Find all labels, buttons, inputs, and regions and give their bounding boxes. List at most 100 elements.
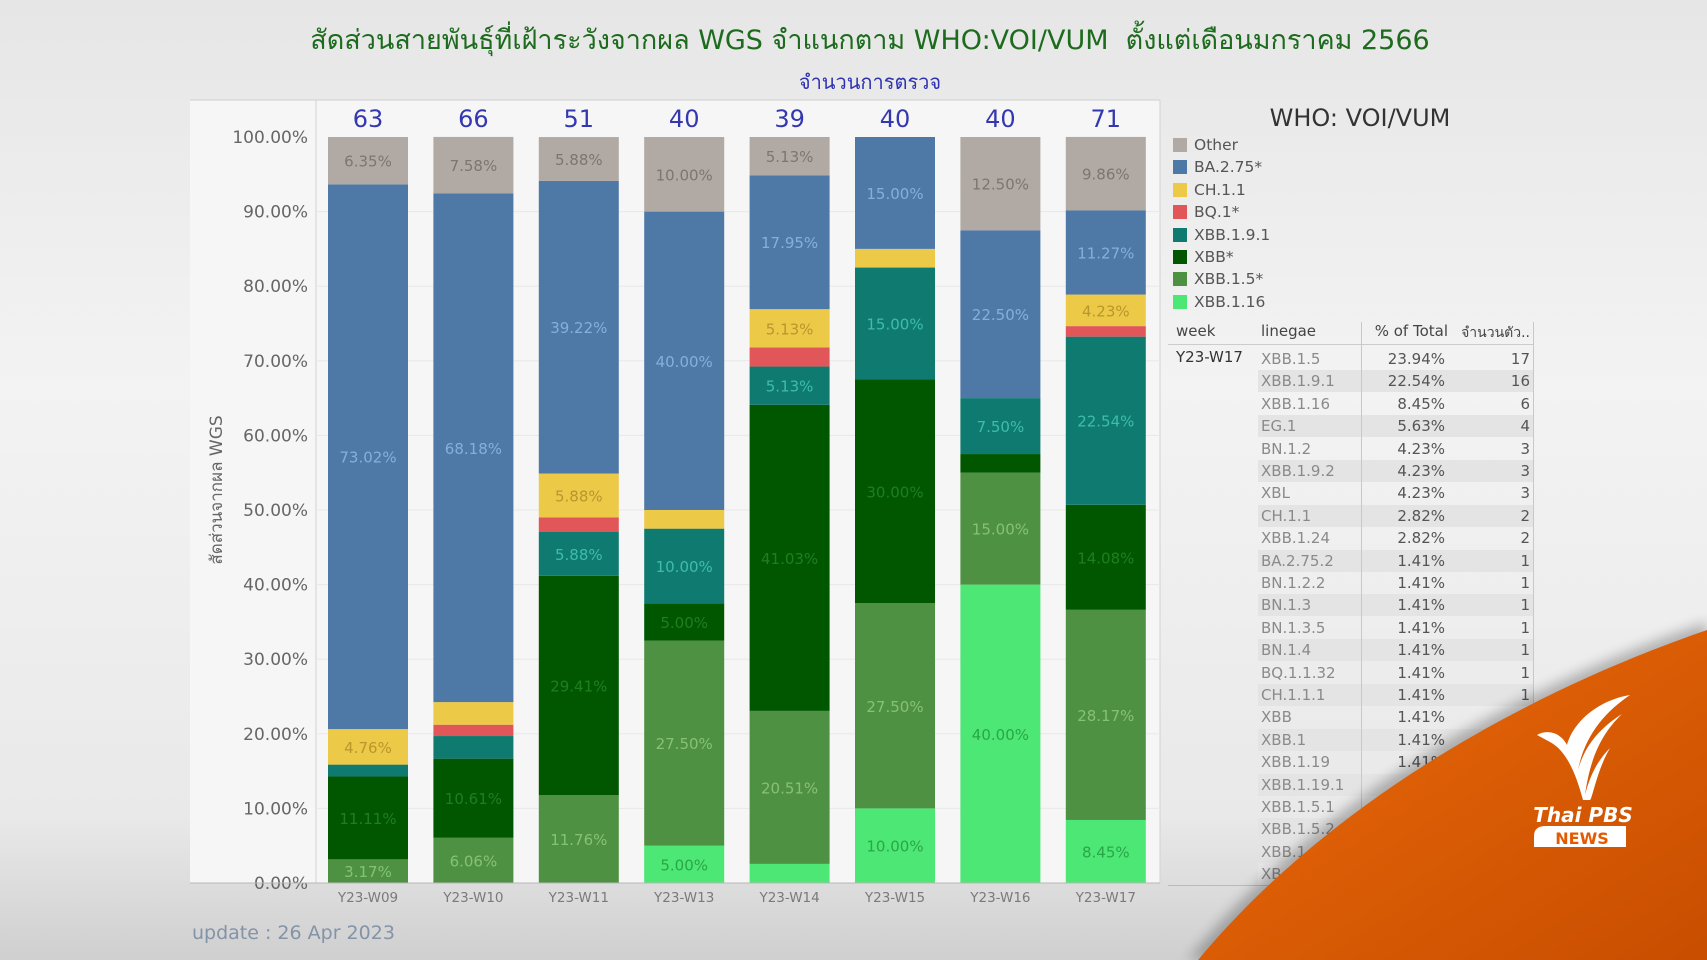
table-row: EG.1 5.63% 4 [1258, 415, 1534, 438]
legend-item[interactable]: XBB.1.16 [1173, 292, 1265, 312]
data-label: 5.88% [555, 151, 603, 169]
bar-segment[interactable] [644, 603, 725, 641]
lineage-cell: XBB.1.9.2 [1261, 462, 1335, 480]
bar-segment[interactable] [749, 175, 830, 310]
bar-segment[interactable] [1065, 326, 1146, 337]
bar-segment[interactable] [433, 758, 514, 838]
legend-item[interactable]: BQ.1* [1173, 202, 1239, 222]
bar-segment[interactable] [644, 640, 725, 846]
bar-segment[interactable] [328, 764, 408, 777]
data-label: 10.00% [656, 558, 713, 576]
bar-segment[interactable] [1065, 819, 1146, 883]
bar-segment[interactable] [1065, 609, 1146, 820]
data-label: 10.00% [866, 838, 923, 856]
bar-segment[interactable] [328, 729, 408, 765]
data-label: 6.06% [450, 852, 498, 870]
bar-segment[interactable] [1065, 294, 1146, 327]
bar-segment[interactable] [433, 136, 514, 194]
bar-segment[interactable] [749, 366, 830, 405]
legend-item[interactable]: XBB* [1173, 247, 1234, 267]
pct-cell: 22.54% [1387, 372, 1445, 391]
table-bottom-border [1168, 885, 1534, 886]
bar-segment[interactable] [855, 379, 935, 604]
pct-cell: 1.41% [1397, 730, 1445, 749]
bar-segment[interactable] [1065, 136, 1146, 211]
bar-segment[interactable] [749, 137, 830, 176]
bar-segment[interactable] [749, 863, 830, 883]
y-tick-label: 40.00% [243, 576, 308, 596]
count-cell: 17 [1510, 350, 1530, 368]
count-cell: 1 [1520, 574, 1530, 592]
bar-segment[interactable] [749, 710, 830, 864]
bar-segment[interactable] [538, 575, 619, 796]
table-row: BA.2.75.2 1.41% 1 [1258, 549, 1534, 572]
bar-segment[interactable] [538, 473, 619, 518]
bar-segment[interactable] [855, 603, 935, 809]
y-tick-label: 10.00% [243, 799, 308, 819]
bar-segment[interactable] [328, 137, 408, 185]
bar-segment[interactable] [644, 528, 725, 604]
bar-segment[interactable] [538, 137, 619, 181]
bar-segment[interactable] [433, 736, 514, 759]
table-row: XBB.1.24 2.82% 2 [1258, 527, 1534, 549]
data-label: 5.00% [660, 856, 708, 874]
bar-segment[interactable] [960, 137, 1041, 231]
bar-segment[interactable] [644, 137, 725, 212]
bar-segment[interactable] [855, 267, 935, 380]
bar-segment[interactable] [960, 454, 1041, 473]
pct-cell: 2.82% [1397, 506, 1445, 525]
bar-segment[interactable] [855, 248, 935, 268]
bar-segment[interactable] [433, 837, 514, 883]
legend-item[interactable]: XBB.1.9.1 [1173, 225, 1270, 245]
bar-segment[interactable] [749, 404, 830, 711]
bar-segment[interactable] [538, 180, 619, 474]
legend-label: XBB.1.5* [1194, 270, 1264, 289]
bar-segment[interactable] [960, 584, 1041, 883]
bar-segment[interactable] [1065, 210, 1146, 295]
data-label: 4.23% [1082, 302, 1130, 320]
bar-segment[interactable] [433, 724, 514, 737]
bar-segment[interactable] [749, 347, 830, 367]
data-label: 10.61% [445, 790, 502, 808]
data-label: 4.76% [344, 739, 392, 757]
legend-item[interactable]: Other [1173, 135, 1238, 155]
bar-segment[interactable] [644, 845, 725, 883]
bar-segment[interactable] [328, 859, 408, 883]
bar-segment[interactable] [538, 795, 619, 883]
bar-segment[interactable] [855, 137, 935, 249]
bar-segment[interactable] [1065, 336, 1146, 505]
table-row: XBB.1.19.1 [1258, 773, 1534, 796]
data-label: 39.22% [550, 319, 607, 337]
lineage-cell: XBB.1.5.2 [1261, 820, 1335, 839]
lineage-cell: XBL [1261, 484, 1290, 503]
bar-segment[interactable] [855, 808, 935, 883]
data-label: 12.50% [972, 176, 1029, 194]
legend-item[interactable]: XBB.1.5* [1173, 269, 1263, 289]
count-cell: 1 [1520, 551, 1530, 570]
bar-segment[interactable] [538, 532, 619, 576]
y-tick-label: 70.00% [243, 352, 308, 372]
legend-item[interactable]: CH.1.1 [1173, 180, 1246, 200]
bar-segment[interactable] [644, 211, 725, 510]
bar-segment[interactable] [1065, 504, 1146, 610]
bar-segment[interactable] [328, 184, 408, 730]
bar-segment[interactable] [433, 193, 514, 703]
bar-segment[interactable] [749, 309, 830, 348]
pct-cell: 23.94% [1387, 350, 1445, 368]
count-cell: 2 [1520, 506, 1530, 525]
table-row: XBB.1.5.2 [1258, 818, 1534, 841]
legend-label: BQ.1* [1194, 203, 1240, 222]
bar-segment[interactable] [538, 517, 619, 533]
bar-segment[interactable] [960, 230, 1041, 399]
table-row: XBL 4.23% 3 [1258, 482, 1534, 504]
legend-item[interactable]: BA.2.75* [1173, 157, 1262, 177]
data-label: 11.11% [339, 810, 396, 828]
bar-segment[interactable] [960, 398, 1041, 455]
table-row: XBB.1 [1258, 841, 1534, 863]
pct-cell: 4.23% [1397, 462, 1445, 480]
bar-segment[interactable] [328, 776, 408, 860]
bar-segment[interactable] [644, 510, 725, 529]
bar-segment[interactable] [433, 702, 514, 725]
bar-segment[interactable] [960, 472, 1041, 585]
table-row: BN.1.3.5 1.41% 1 [1258, 617, 1534, 639]
